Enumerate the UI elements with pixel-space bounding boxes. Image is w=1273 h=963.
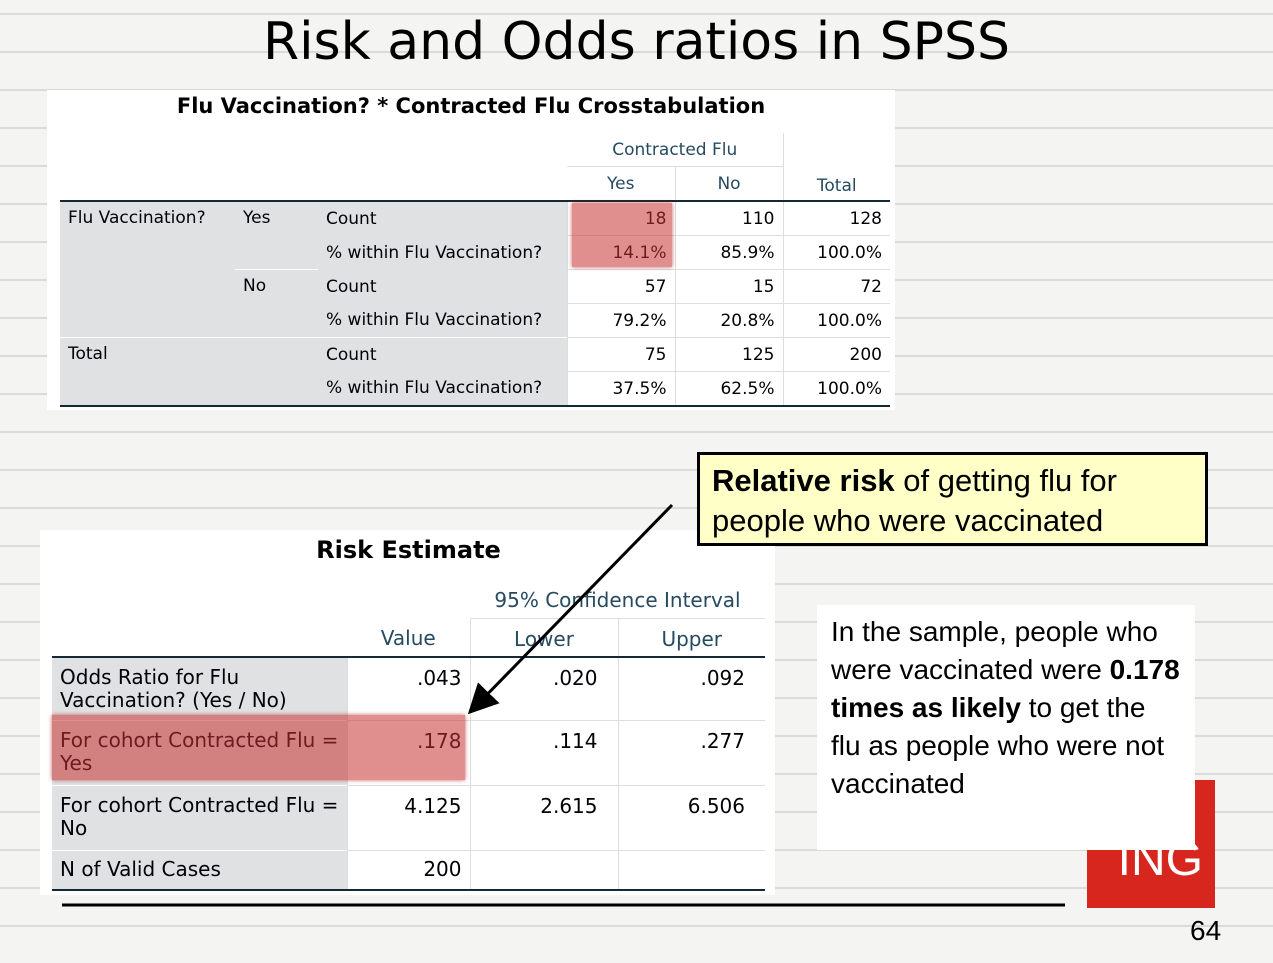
- note: In the sample, people who were vaccinate…: [817, 605, 1195, 850]
- row-label: N of Valid Cases: [52, 850, 347, 890]
- cell: 72: [782, 269, 890, 304]
- statistic: % within Flu Vaccination?: [318, 235, 567, 270]
- column-header: Upper: [617, 618, 765, 657]
- statistic: % within Flu Vaccination?: [318, 371, 567, 406]
- column-group: Contracted Flu: [567, 133, 783, 167]
- column-group: 95% Confidence Interval: [470, 580, 765, 619]
- arrow: [467, 503, 674, 715]
- row-group: Flu Vaccination?: [60, 201, 235, 338]
- cell: 57: [566, 269, 675, 304]
- cell: 15: [674, 269, 783, 304]
- crosstab: Contracted Flu Total Yes No Flu Vaccinatio…: [60, 133, 890, 407]
- row-group: Total: [60, 337, 318, 406]
- cell: 37.5%: [566, 371, 675, 407]
- cell: 20.8%: [674, 303, 783, 338]
- cell: 200: [346, 850, 470, 891]
- page-number: 64: [1190, 915, 1222, 946]
- cell: 6.506: [617, 785, 765, 851]
- cell: .114: [469, 720, 618, 786]
- highlight: [52, 715, 465, 780]
- cell: 100.0%: [782, 371, 890, 407]
- cell: 62.5%: [674, 371, 783, 407]
- risk-title: Risk Estimate: [316, 536, 501, 564]
- cell: 75: [566, 337, 675, 372]
- column-header: Value: [380, 626, 436, 650]
- row-label: For cohort Contracted Flu = No: [52, 785, 347, 850]
- statistic: Count: [318, 201, 567, 236]
- cell: 110: [674, 201, 783, 236]
- cell: 2.615: [469, 785, 618, 851]
- cell: 100.0%: [782, 235, 890, 270]
- cell: .043: [346, 657, 470, 721]
- row-subgroup: No: [235, 269, 318, 338]
- statistic: % within Flu Vaccination?: [318, 303, 567, 338]
- row-subgroup: Yes: [235, 201, 318, 270]
- callout-bold: Relative risk: [712, 463, 895, 498]
- column-header: Lower: [469, 618, 618, 657]
- column-header: Yes: [607, 173, 635, 194]
- callout: Relative risk of getting flu for people …: [697, 452, 1208, 546]
- slide-title: Risk and Odds ratios in SPSS: [262, 12, 1011, 72]
- cell: .092: [617, 657, 765, 721]
- highlight: [572, 203, 672, 267]
- column-header: Total: [782, 133, 890, 201]
- cell: 79.2%: [566, 303, 675, 338]
- note-text: to get the flu as people who were not va…: [831, 692, 1165, 799]
- cell: 125: [674, 337, 783, 372]
- column-header: No: [674, 166, 783, 201]
- note-bold: 0.178 times as likely: [831, 654, 1180, 723]
- cell: 128: [782, 201, 890, 236]
- cell: 4.125: [346, 785, 470, 851]
- statistic: Count: [318, 337, 567, 372]
- callout-text: of getting flu for people who were vacci…: [712, 463, 1117, 538]
- cell: 85.9%: [674, 235, 783, 270]
- cell: 200: [782, 337, 890, 372]
- note-text: In the sample, people who were vaccinate…: [831, 616, 1158, 685]
- cell: .277: [617, 720, 765, 786]
- statistic: Count: [318, 269, 567, 304]
- risk-table: 95% Confidence Interval Value Lower Upper …: [52, 580, 765, 891]
- crosstab-title: Flu Vaccination? * Contracted Flu Crosst…: [176, 94, 766, 118]
- row-label: Odds Ratio for Flu Vaccination? (Yes / N…: [52, 657, 347, 720]
- cell: 100.0%: [782, 303, 890, 338]
